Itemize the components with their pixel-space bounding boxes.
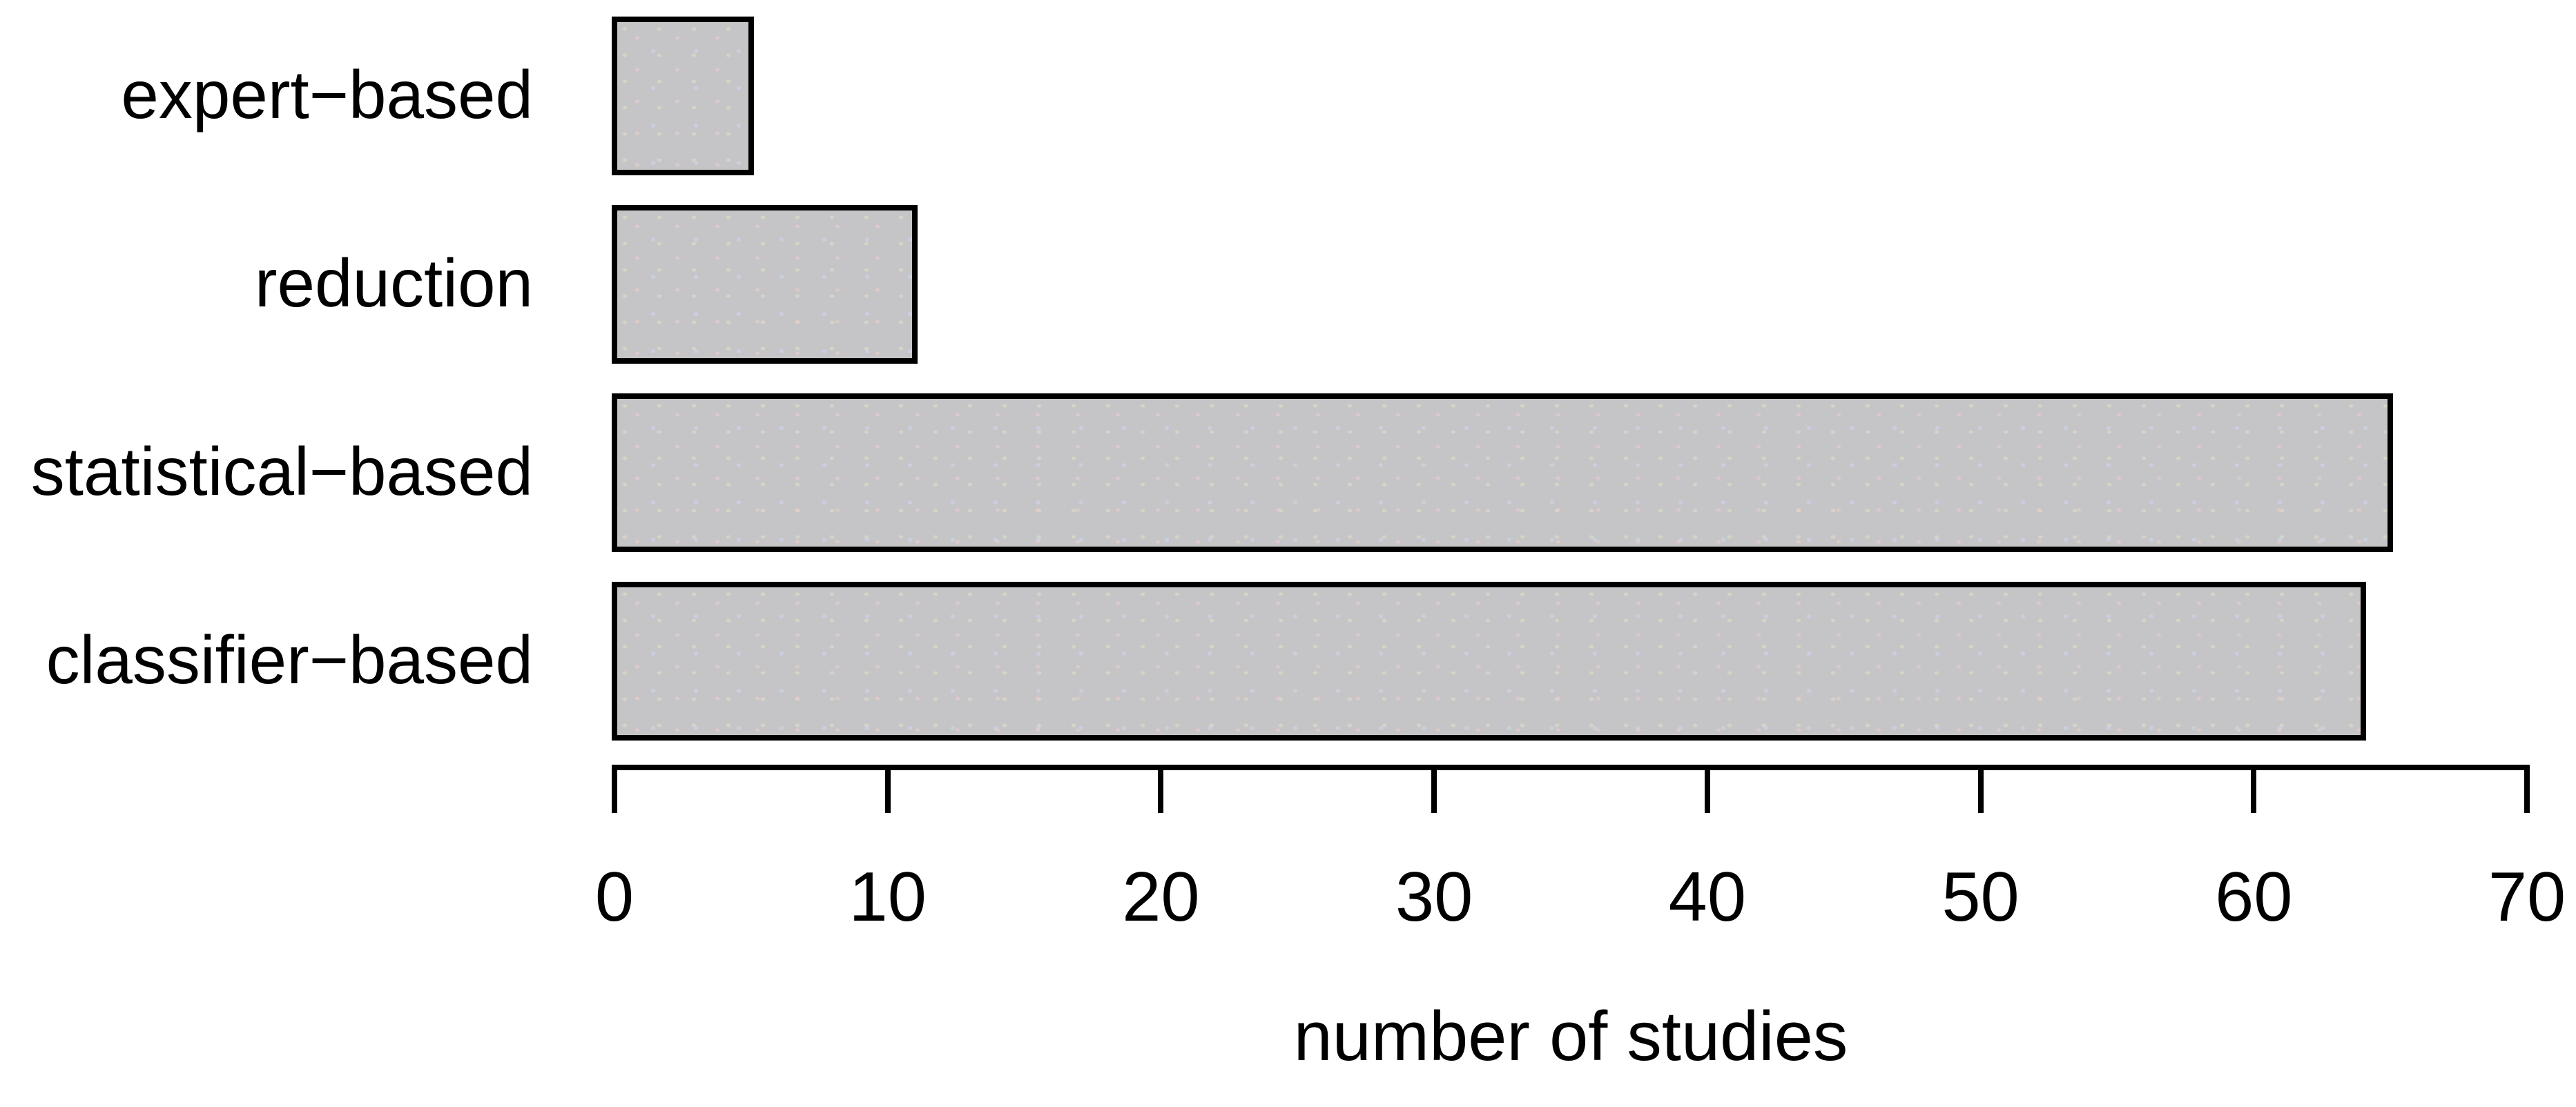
bar-statistical-based xyxy=(612,393,2394,552)
x-axis-tick xyxy=(1704,765,1710,813)
x-axis-tick xyxy=(2251,765,2257,813)
bar-expert-based xyxy=(612,17,754,175)
x-axis-tick xyxy=(1431,765,1437,813)
x-axis-tick-label: 70 xyxy=(2488,859,2566,936)
category-label: expert−based xyxy=(121,57,533,133)
x-axis-tick xyxy=(2524,765,2530,813)
x-axis-tick-label: 30 xyxy=(1395,859,1473,936)
x-axis-tick-label: 40 xyxy=(1668,859,1747,936)
bar-classifier-based xyxy=(612,582,2366,741)
x-axis-tick xyxy=(612,765,617,813)
x-axis-tick-label: 0 xyxy=(594,859,635,936)
x-axis-tick-label: 50 xyxy=(1941,859,2020,936)
category-label: statistical−based xyxy=(30,433,533,510)
x-axis-tick xyxy=(1977,765,1984,813)
x-axis-tick-label: 20 xyxy=(1122,859,1200,936)
category-label: reduction xyxy=(254,245,533,322)
x-axis-tick xyxy=(884,765,891,813)
x-axis-tick-label: 10 xyxy=(849,859,927,936)
x-axis-line xyxy=(612,765,2530,770)
x-axis-title: number of studies xyxy=(1293,998,1848,1075)
x-axis-tick xyxy=(1158,765,1164,813)
category-label: classifier−based xyxy=(46,622,533,698)
bar-reduction xyxy=(612,205,918,364)
x-axis-tick-label: 60 xyxy=(2215,859,2293,936)
